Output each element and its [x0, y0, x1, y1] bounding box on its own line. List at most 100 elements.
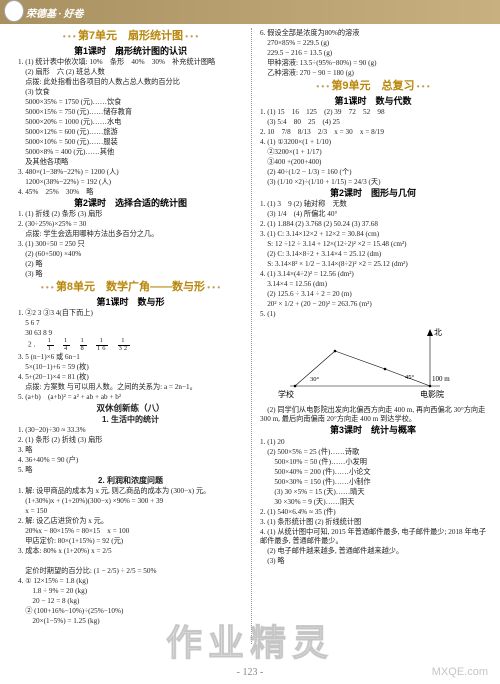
text-line: 2. (1) 1.884 (2) 3.768 (2) 50.24 (3) 37.… [260, 220, 486, 229]
u9-lesson3: 第3课时 统计与概率 [260, 425, 486, 436]
text-line: 点拨: 学生会选用哪种方法出多百分之几。 [18, 230, 243, 239]
text-line: (2) 略 [18, 260, 243, 269]
text-line: 3. 略 [18, 446, 243, 455]
text-line: 5000×12% = 600 (元)……旅游 [18, 128, 243, 137]
right-column: 6. 假设全部是浓度为80%的溶液 270×85% = 229.5 (g) 22… [252, 28, 490, 644]
text-line: (2) C: 3.14×8÷2 + 3.14×4 = 25.12 (dm) [260, 250, 486, 259]
text-line: (3) 1/4 (4) 所偏北 40° [260, 210, 486, 219]
text-line: (2) 扇形 六 (2) 班总人数 [18, 68, 243, 77]
text-line: 1. ②2 3 ③3 4(自下而上) [18, 309, 243, 318]
unit9-title: 第9单元 总复习 [260, 80, 486, 94]
u9l2-list: 1. (1) 3 9 (2) 轴对称 无数 (3) 1/4 (4) 所偏北 40… [260, 200, 486, 319]
u7l1-list: 1. (1) 统计表中依次填: 10% 条形 40% 30% 补充统计图略 (2… [18, 58, 243, 197]
text-line: 点拨: 此处指看出各项目的人数占总人数的百分比 [18, 78, 243, 87]
svg-text:45°: 45° [405, 374, 415, 381]
text-line: 1. (1) 折线 (2) 条形 (3) 扇形 [18, 210, 243, 219]
text-line: 3. (1) C: 3.14×12×2 + 12×2 = 30.84 (cm) [260, 230, 486, 239]
text-line: 2. 解: 设乙店进货价为 x 元。 [18, 517, 243, 526]
cinema-label: 电影院 [420, 389, 444, 399]
text-line: 点拨: 方案数 与可以用人数。之间的关系为: a = 2n−1。 [18, 383, 243, 392]
u9-lesson2: 第2课时 图形与几何 [260, 188, 486, 199]
u8l1-after: 3. 5 (n−1)×6 或 6n−1 5×(10−1)+6 = 59 (枚)4… [18, 353, 243, 402]
text-line: 500×30% = 150 (件)……小制作 [260, 478, 486, 487]
text-line [18, 557, 243, 566]
text-line: ③400 +(200+400) [260, 158, 486, 167]
text-line: 乙种溶液: 270 − 90 = 180 (g) [260, 69, 486, 78]
u7l2-list: 1. (1) 折线 (2) 条形 (3) 扇形2. (30÷25%)×25% =… [18, 210, 243, 279]
text-line: 2. (1) 540×6.4% ≈ 35 (件) [260, 508, 486, 517]
sxcl-sub1: 1. 生活中的统计 [18, 415, 243, 425]
text-line: (2) 电子邮件越来越多, 普通邮件越来越少。 [260, 547, 486, 556]
text-line: 3.14×4 = 12.56 (dm) [260, 280, 486, 289]
unit8-title: 第8单元 数学广角——数与形 [18, 281, 243, 295]
compass-diagram: 北 学校 电影院 100 m 30° 45° [260, 321, 486, 404]
text-line: 1. (1) 3 9 (2) 轴对称 无数 [260, 200, 486, 209]
u7-lesson1: 第1课时 扇形统计图的认识 [18, 46, 243, 57]
text-line: 5000×10% = 500 (元)……服装 [18, 138, 243, 147]
text-line: 1. (1) 20 [260, 438, 486, 447]
school-label: 学校 [278, 389, 294, 399]
text-line: (3) 略 [18, 270, 243, 279]
text-line: (2) 125.6 ÷ 3.14 ÷ 2 = 20 (m) [260, 290, 486, 299]
u8l1-list: 1. ②2 3 ③3 4(自下而上) 5 6 7 30 63 8 9 [18, 309, 243, 338]
text-line: 2. (30÷25%)×25% = 30 [18, 220, 243, 229]
u9-lesson1: 第1课时 数与代数 [260, 96, 486, 107]
text-line: 1.8 ÷ 9% = 20 (kg) [18, 587, 243, 596]
u9l1-list: 1. (1) 15 16 125 (2) 39 72 52 98 (3) 5:4… [260, 108, 486, 187]
text-line: S: 3.14×8² × 1/2 − 3.14×(8÷2)² ×2 = 25.1… [260, 260, 486, 269]
text-line: 5000×20% = 1000 (元)……水电 [18, 118, 243, 127]
text-line: 3. 成本: 80% x (1+20%) x = 2/5 [18, 547, 243, 556]
text-line: 1200×(38%−22%) = 192 (人) [18, 178, 243, 187]
text-line: 1. 解: 设甲商品的成本为 x 元, 则乙商品的成本为 (300−x) 元。 [18, 487, 243, 496]
page-number: - 123 - [0, 667, 500, 678]
text-line: 4. (1) ①3200×(1 + 1/10) [260, 138, 486, 147]
text-line: 3. (1) 300÷50 = 250 只 [18, 240, 243, 249]
text-line: 5×(10−1)+6 = 59 (枚) [18, 363, 243, 372]
text-line: ②3200×(1 + 1/17) [260, 148, 486, 157]
text-line: 20² × 1/2 + (20 − 20)² = 263.76 (m²) [260, 300, 486, 309]
text-line: 2. 10 7/8 8/13 2/3 x = 30 x = 8/19 [260, 128, 486, 137]
text-line: (3) 略 [260, 557, 486, 566]
text-line: 229.5 − 216 = 13.5 (g) [260, 49, 486, 58]
text-line: 甲种溶液: 13.5÷(95%−80%) = 90 (g) [260, 59, 486, 68]
text-line: 1. (30−20)÷30 ≈ 33.3% [18, 426, 243, 435]
text-line: 6. 假设全部是浓度为80%的溶液 [260, 29, 486, 38]
sxcl1-list: 1. (30−20)÷30 ≈ 33.3%2. (1) 条形 (2) 折线 (3… [18, 426, 243, 475]
unit7-title: 第7单元 扇形统计图 [18, 30, 243, 44]
text-line: 甲店定价: 80×(1+15%) = 92 (元) [18, 537, 243, 546]
text-line: S: 12 ÷12 ÷ 3.14 + 12×(12÷2)² ×2 = 15.48… [260, 240, 486, 249]
text-line: 5000×15% = 750 (元)……储存教育 [18, 108, 243, 117]
page-body: 第7单元 扇形统计图 第1课时 扇形统计图的认识 1. (1) 统计表中依次填:… [0, 24, 500, 644]
left-column: 第7单元 扇形统计图 第1课时 扇形统计图的认识 1. (1) 统计表中依次填:… [14, 28, 252, 644]
text-line: x = 150 [18, 507, 243, 516]
page-header: 荣德基 · 好卷 [0, 0, 500, 24]
sxcl2-list: 1. 解: 设甲商品的成本为 x 元, 则乙商品的成本为 (300−x) 元。 … [18, 487, 243, 626]
text-line: 5. 略 [18, 466, 243, 475]
text-line: 20%x − 80×15% = 80×15 x = 100 [18, 527, 243, 536]
u8-lesson1: 第1课时 数与形 [18, 297, 243, 308]
text-line: (2) 同学们从电影院出发向北偏西方向走 400 m, 再向西偏北 30°方向走… [260, 406, 486, 424]
text-line: 5. (1) [260, 310, 486, 319]
u9l3-list: 1. (1) 20 (2) 500×5% = 25 (件)……诗歌 500×10… [260, 438, 486, 566]
u7-lesson2: 第2课时 选择合适的统计图 [18, 198, 243, 209]
text-line: (3) 5:4 80 25 (4) 25 [260, 118, 486, 127]
watermark-text: 作业精灵 [0, 614, 500, 666]
text-line: (2) 40÷(1/2 − 1/3) = 160 (个) [260, 168, 486, 177]
header-logo-icon [4, 0, 24, 22]
text-line: 3. 480×(1−38%−22%) = 1200 (人) [18, 168, 243, 177]
text-line: 3. 5 (n−1)×6 或 6n−1 [18, 353, 243, 362]
header-title: 荣德基 · 好卷 [26, 5, 84, 20]
sxcl-sub2: 2. 利润和浓度问题 [18, 476, 243, 486]
text-line: 4. (1) 3.14×(4÷2)² = 12.56 (dm²) [260, 270, 486, 279]
text-line: 5000×8% = 400 (元)……其他 [18, 148, 243, 157]
svg-text:100 m: 100 m [432, 375, 450, 383]
text-line: 1. (1) 统计表中依次填: 10% 条形 40% 30% 补充统计图略 [18, 58, 243, 67]
text-line: (3) (1/10 ×2)÷(1/10 + 1/15) = 24/3 (天) [260, 178, 486, 187]
pre9-list: 6. 假设全部是浓度为80%的溶液 270×85% = 229.5 (g) 22… [260, 29, 486, 78]
text-line: 及其他各项略 [18, 158, 243, 167]
text-line: 5000×35% = 1750 (元)……饮食 [18, 98, 243, 107]
text-line: 270×85% = 229.5 (g) [260, 39, 486, 48]
svg-text:30°: 30° [310, 376, 320, 383]
u9l2-after: (2) 同学们从电影院出发向北偏西方向走 400 m, 再向西偏北 30°方向走… [260, 406, 486, 424]
text-line: (3) 30 ×5% = 15 (天)……晴天 [260, 488, 486, 497]
